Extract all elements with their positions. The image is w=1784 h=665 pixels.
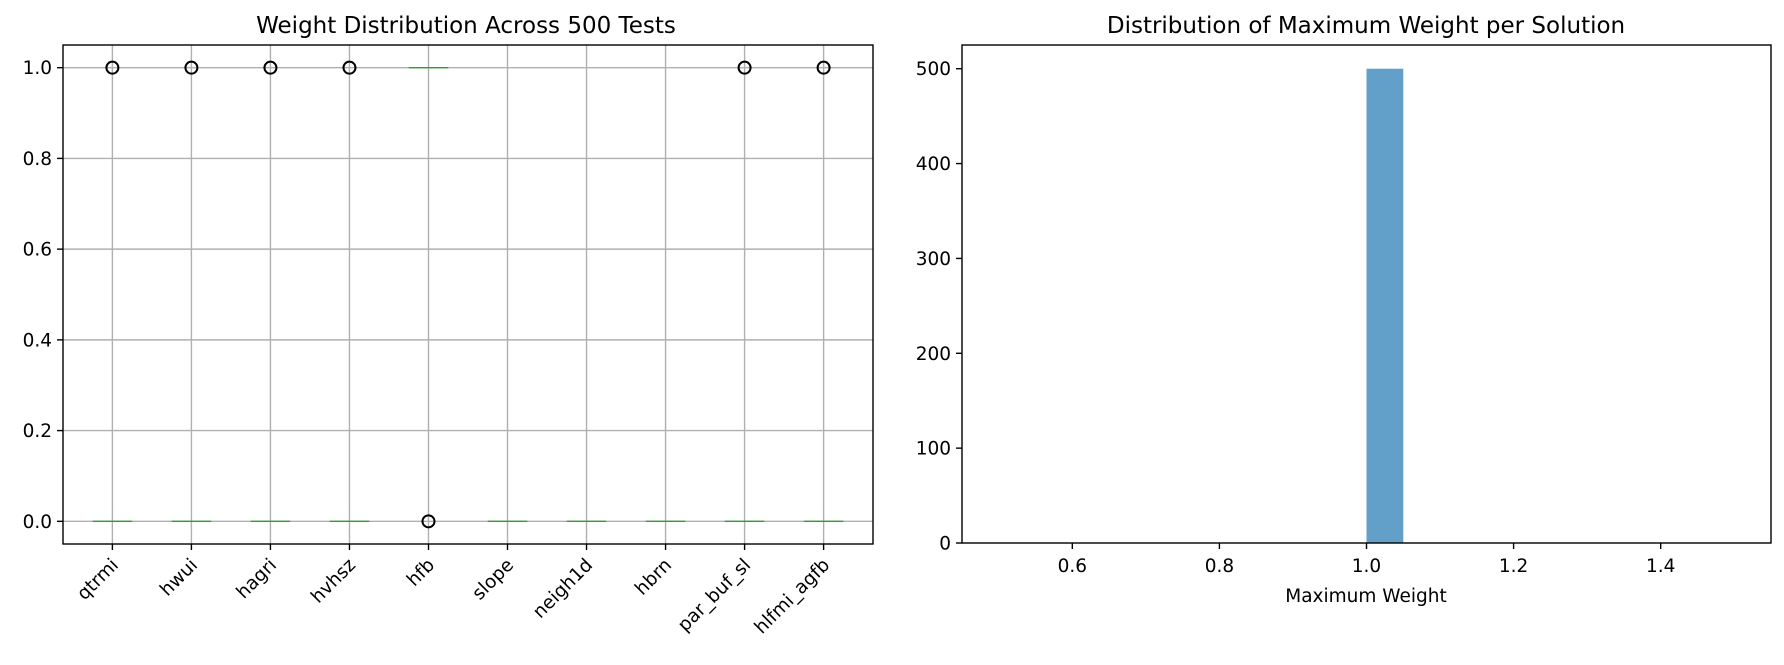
histogram-bar-0 (1366, 68, 1404, 543)
boxplot-panel: Weight Distribution Across 500 Tests 0.0… (23, 13, 874, 639)
histogram-marks (1366, 68, 1404, 543)
histogram-y-tick-label-100: 100 (916, 439, 951, 460)
boxplot-x-tick-label-par-buf-sl: par_buf_sl (674, 555, 755, 636)
boxplot-outlier-qtrmi (105, 60, 120, 75)
boxplot-outlier-hfb (421, 514, 436, 529)
boxplot-frame (62, 44, 874, 545)
boxplot-outlier-hwui (184, 60, 199, 75)
boxplot-y-tick-label-0-6: 0.6 (23, 240, 52, 261)
boxplot-x-tick-label-neigh1d: neigh1d (529, 555, 597, 623)
histogram-y-tick-label-300: 300 (916, 249, 951, 270)
histogram-y-tick-label-400: 400 (916, 154, 951, 175)
histogram-title: Distribution of Maximum Weight per Solut… (1107, 13, 1625, 39)
boxplot-y-tick-label-0-0: 0.0 (23, 512, 52, 533)
histogram-y-tick-label-0: 0 (939, 534, 951, 555)
histogram-x-axis-label: Maximum Weight (1285, 586, 1447, 607)
boxplot-outlier-hlfmi-agfb (816, 60, 831, 75)
histogram-x-tick-label-1-0: 1.0 (1352, 556, 1381, 577)
boxplot-marks (92, 60, 844, 529)
histogram-y-tick-label-200: 200 (916, 344, 951, 365)
boxplot-x-tick-label-hwui: hwui (156, 555, 202, 601)
histogram-x-tick-label-0-6: 0.6 (1058, 556, 1087, 577)
boxplot-grid (63, 45, 873, 544)
histogram-ticks: 0.6 0.8 1.0 1.2 1.4 0 100 200 300 400 500 (916, 59, 1676, 577)
boxplot-x-tick-label-hfb: hfb (403, 555, 439, 591)
boxplot-y-tick-label-0-8: 0.8 (23, 149, 52, 170)
boxplot-x-tick-label-hagri: hagri (233, 555, 281, 603)
boxplot-title: Weight Distribution Across 500 Tests (256, 13, 676, 39)
boxplot-x-tick-label-slope: slope (468, 555, 518, 605)
boxplot-x-tick-label-qtrmi: qtrmi (73, 555, 123, 605)
boxplot-outlier-hagri (263, 60, 278, 75)
boxplot-y-tick-label-1-0: 1.0 (23, 58, 52, 79)
histogram-panel: Distribution of Maximum Weight per Solut… (916, 13, 1772, 607)
histogram-x-tick-label-1-2: 1.2 (1499, 556, 1528, 577)
histogram-x-tick-label-1-4: 1.4 (1646, 556, 1675, 577)
boxplot-y-tick-label-0-2: 0.2 (23, 421, 52, 442)
boxplot-x-tick-label-hlfmi-agfb: hlfmi_agfb (751, 555, 835, 639)
boxplot-outlier-hvhsz (342, 60, 357, 75)
boxplot-x-tick-label-hvhsz: hvhsz (307, 555, 360, 608)
histogram-y-tick-label-500: 500 (916, 59, 951, 80)
boxplot-outlier-par-buf-sl (737, 60, 752, 75)
histogram-frame (961, 44, 1772, 544)
boxplot-x-tick-label-hbrn: hbrn (631, 555, 676, 600)
boxplot-y-tick-label-0-4: 0.4 (23, 330, 52, 351)
histogram-x-tick-label-0-8: 0.8 (1205, 556, 1234, 577)
